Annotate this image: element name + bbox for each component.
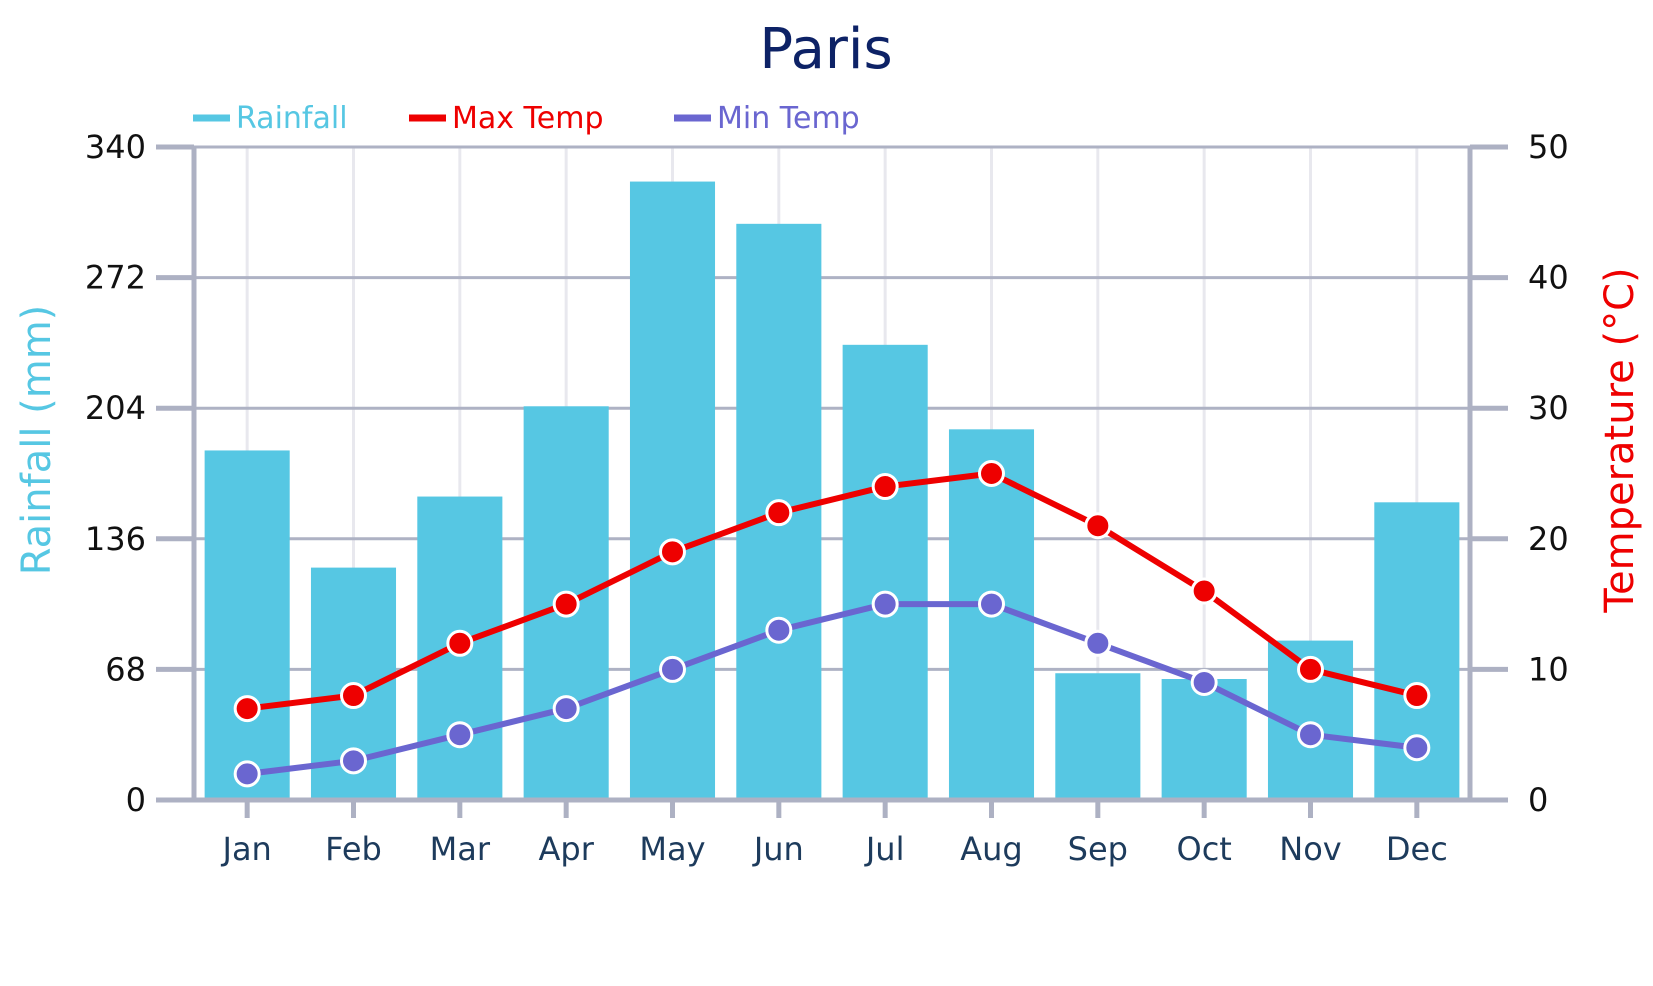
- min-temp-point: [978, 590, 1005, 618]
- min-temp-point: [340, 747, 367, 775]
- min-temp-point: [659, 655, 686, 683]
- max-temp-point: [233, 695, 261, 723]
- left-axis-ticks: 0 68 136 204 272 340: [85, 128, 146, 819]
- right-tick-label: 40: [1528, 259, 1569, 297]
- min-temp-point: [1190, 668, 1218, 696]
- right-tick-label: 50: [1528, 128, 1569, 166]
- max-temp-line: [246, 470, 1418, 712]
- x-tick-label: Oct: [1177, 830, 1232, 868]
- legend-label-min-temp: Min Temp: [717, 101, 860, 136]
- x-tick-label: May: [639, 830, 705, 868]
- min-temp-point: [233, 760, 261, 788]
- max-temp-point: [1084, 512, 1112, 540]
- min-temp-point: [1403, 734, 1431, 762]
- left-tick-label: 0: [126, 781, 146, 819]
- min-temp-point: [552, 695, 580, 723]
- x-tick-label: Jan: [221, 830, 272, 868]
- min-temp-point: [871, 590, 899, 618]
- rainfall-bar: [842, 344, 928, 800]
- min-temp-point: [446, 721, 474, 749]
- x-tick-label: Sep: [1068, 830, 1128, 868]
- min-temp-point: [1084, 629, 1112, 657]
- left-axis-title: Rainfall (mm): [14, 305, 60, 576]
- legend: Rainfall Max Temp Min Temp: [193, 101, 860, 136]
- axes: [156, 144, 1508, 818]
- right-axis-title: Temperature (°C): [1597, 267, 1643, 613]
- x-tick-label: Jul: [864, 830, 905, 868]
- max-temp-point: [446, 629, 474, 657]
- max-temp-series: [233, 460, 1431, 723]
- x-tick-label: Apr: [538, 830, 594, 868]
- legend-label-max-temp: Max Temp: [452, 101, 604, 136]
- max-temp-point: [659, 538, 686, 566]
- chart-title: Paris: [759, 17, 892, 82]
- min-temp-series: [233, 590, 1431, 788]
- x-tick-label: Jun: [752, 830, 804, 868]
- left-tick-label: 340: [85, 128, 146, 166]
- left-tick-label: 68: [105, 650, 146, 688]
- x-axis-ticks: Jan Feb Mar Apr May Jun Jul Aug Sep Oct Nov Dec: [221, 830, 1448, 868]
- right-tick-label: 10: [1528, 650, 1569, 688]
- max-temp-point: [1190, 577, 1218, 605]
- max-temp-point: [552, 590, 580, 618]
- rainfall-bar: [629, 181, 716, 801]
- left-tick-label: 272: [85, 259, 146, 297]
- legend-item-max-temp[interactable]: Max Temp: [409, 101, 604, 136]
- right-axis-ticks: 0 10 20 30 40 50: [1528, 128, 1569, 819]
- x-tick-label: Mar: [430, 830, 491, 868]
- max-temp-point: [765, 499, 793, 527]
- legend-item-min-temp[interactable]: Min Temp: [674, 101, 860, 136]
- x-tick-label: Nov: [1279, 830, 1341, 868]
- left-tick-label: 204: [85, 389, 146, 427]
- right-tick-label: 30: [1528, 389, 1569, 427]
- max-temp-point: [1297, 655, 1324, 683]
- legend-item-rainfall[interactable]: Rainfall: [193, 101, 348, 136]
- left-tick-label: 136: [85, 520, 146, 558]
- x-tick-label: Aug: [960, 830, 1022, 868]
- max-temp-point: [978, 460, 1005, 487]
- x-tick-label: Dec: [1386, 830, 1448, 868]
- x-tick-label: Feb: [325, 830, 382, 868]
- legend-label-rainfall: Rainfall: [236, 101, 348, 136]
- min-temp-point: [1297, 721, 1324, 749]
- max-temp-point: [871, 473, 899, 501]
- max-temp-point: [1403, 682, 1431, 710]
- right-tick-label: 0: [1528, 781, 1548, 819]
- min-temp-point: [765, 616, 793, 644]
- rainfall-bar: [204, 450, 290, 800]
- right-tick-label: 20: [1528, 520, 1569, 558]
- rainfall-bars: [204, 181, 1460, 801]
- min-temp-line: [246, 601, 1418, 777]
- rainfall-bar: [1055, 673, 1141, 800]
- horizontal-grid: [194, 145, 1470, 671]
- max-temp-point: [340, 682, 367, 710]
